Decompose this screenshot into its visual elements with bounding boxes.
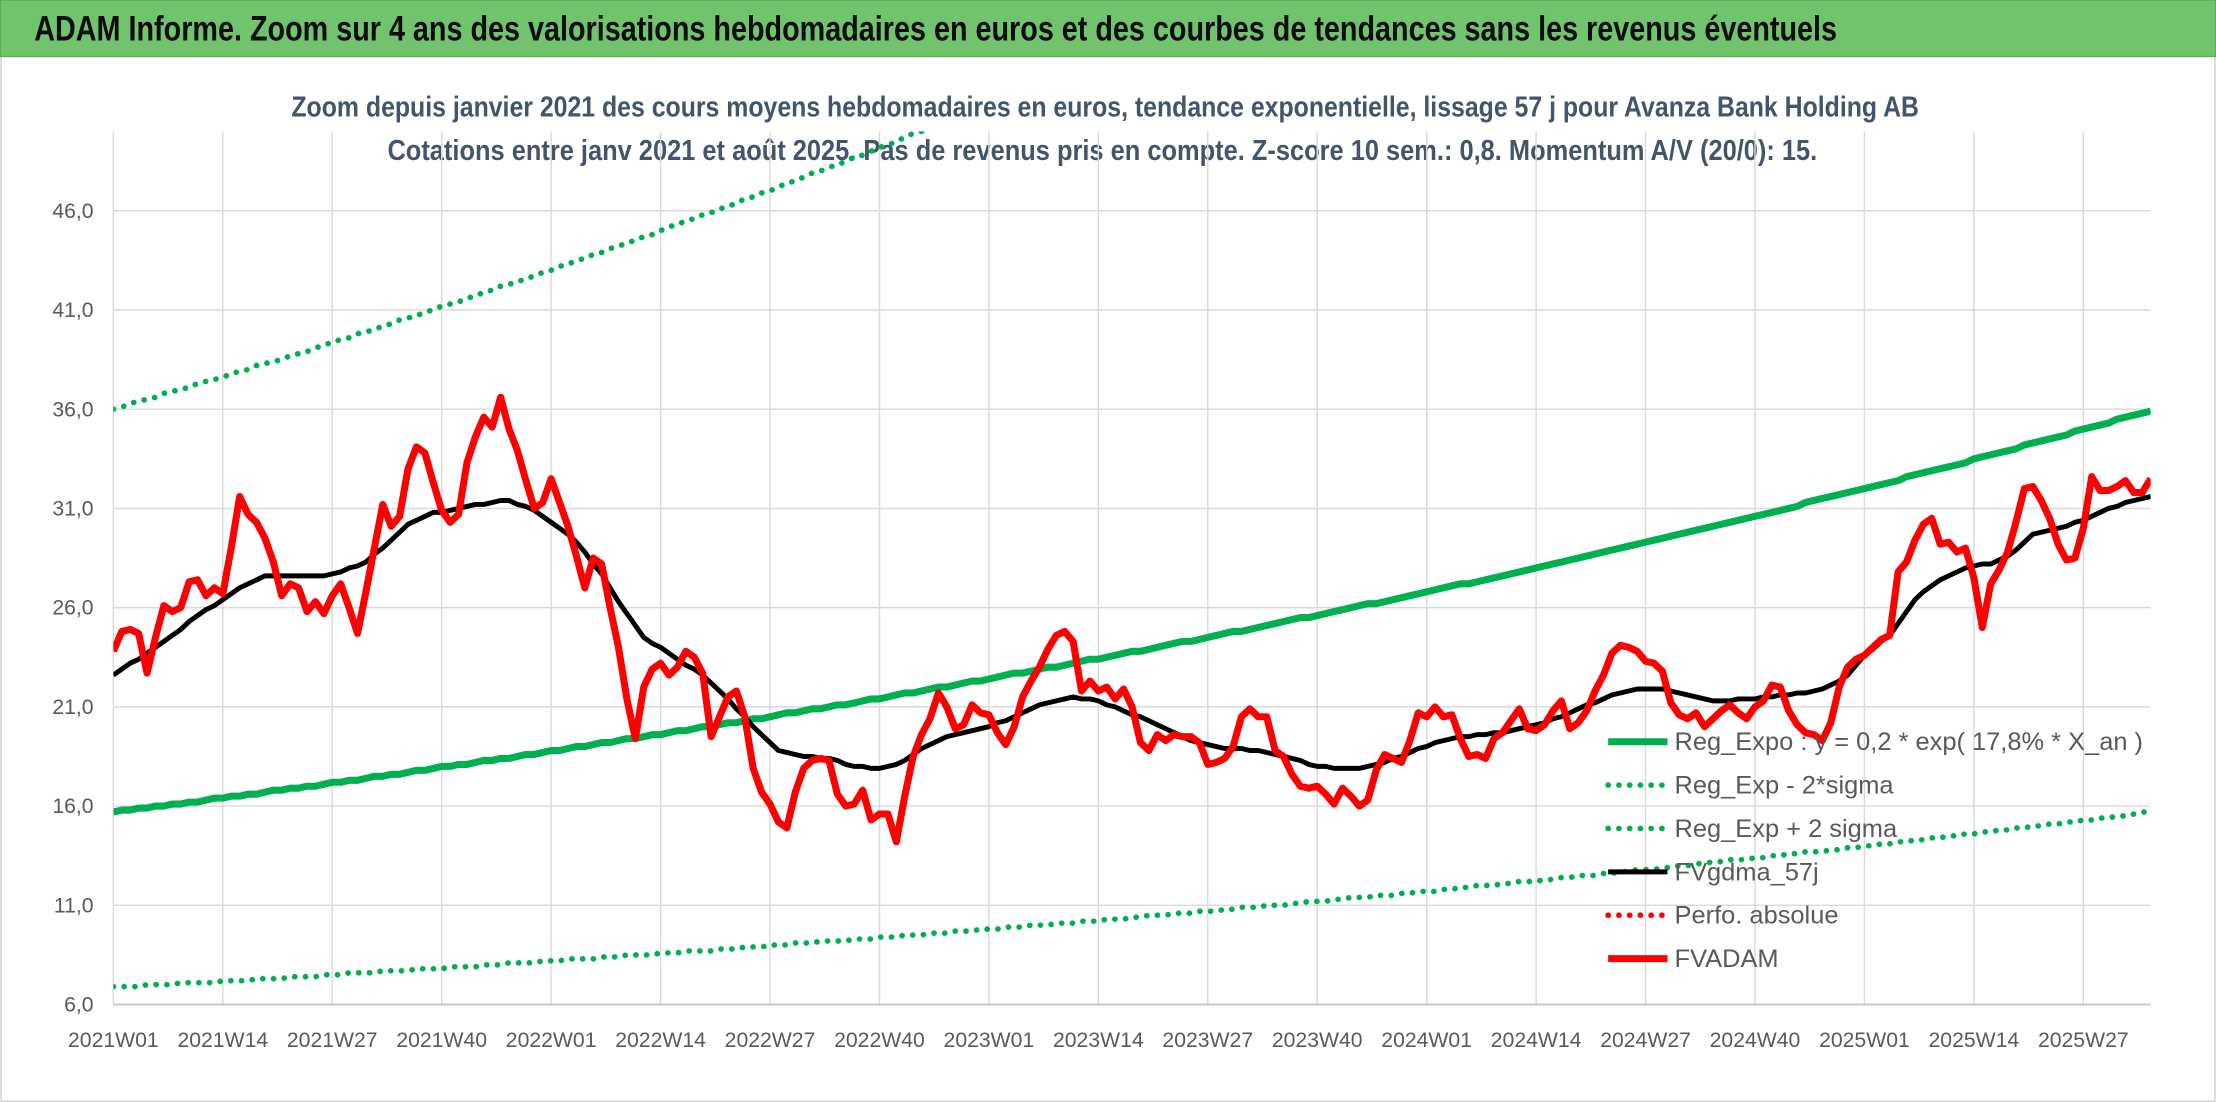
legend: Reg_Expo : y = 0,2 * exp( 17,8% * X_an )… [1605, 728, 2143, 973]
series-line [113, 393, 2151, 846]
x-tick-label: 2024W01 [1381, 1029, 1472, 1052]
legend-label: FVADAM [1675, 945, 1779, 973]
x-tick-label: 2022W14 [615, 1029, 706, 1052]
x-tick-label: 2021W40 [396, 1029, 487, 1052]
plot [113, 131, 2151, 990]
x-tick-label: 2022W40 [834, 1029, 925, 1052]
x-tick-label: 2023W01 [944, 1029, 1035, 1052]
legend-label: Reg_Exp - 2*sigma [1675, 772, 1895, 800]
legend-label: Perfo. absolue [1675, 902, 1839, 930]
x-tick-label: 2021W01 [68, 1029, 159, 1052]
x-tick-label: 2024W27 [1600, 1029, 1691, 1052]
header-bar [0, 0, 2216, 58]
grid: 6,0 11,0 16,0 21,0 26,0 31,0 36,0 41,0 46,0 2021W… [52, 131, 2151, 1052]
y-tick-label: 31,0 [52, 497, 93, 520]
y-tick-label: 46,0 [52, 200, 93, 223]
x-tick-label: 2025W27 [2038, 1029, 2129, 1052]
legend-label: Reg_Expo : y = 0,2 * exp( 17,8% * X_an ) [1675, 728, 2143, 756]
series-line [113, 809, 2151, 990]
y-tick-label: 41,0 [52, 299, 93, 322]
x-tick-label: 2023W40 [1272, 1029, 1363, 1052]
x-tick-label: 2022W01 [506, 1029, 597, 1052]
y-tick-label: 11,0 [54, 894, 94, 917]
y-tick-label: 6,0 [64, 994, 93, 1017]
x-tick-label: 2023W27 [1162, 1029, 1253, 1052]
x-tick-label: 2021W14 [177, 1029, 268, 1052]
series-line [113, 407, 2151, 816]
legend-label: FVgdma_57j [1675, 858, 1819, 886]
y-tick-label: 16,0 [52, 795, 93, 818]
y-tick-label: 21,0 [52, 696, 93, 719]
x-tick-label: 2024W40 [1710, 1029, 1801, 1052]
x-tick-label: 2023W14 [1053, 1029, 1144, 1052]
legend-label: Reg_Exp + 2 sigma [1675, 815, 1898, 843]
x-tick-label: 2021W27 [287, 1029, 378, 1052]
y-tick-label: 36,0 [52, 398, 93, 421]
x-tick-label: 2024W14 [1491, 1029, 1582, 1052]
y-tick-label: 26,0 [52, 597, 93, 620]
x-tick-label: 2022W27 [725, 1029, 816, 1052]
header-title: ADAM Informe. Zoom sur 4 ans des valoris… [34, 9, 1837, 48]
chart-title: Zoom depuis janvier 2021 des cours moyen… [291, 90, 1919, 122]
x-tick-label: 2025W01 [1819, 1029, 1910, 1052]
chart-subtitle: Cotations entre janv 2021 et août 2025. … [387, 134, 1817, 166]
x-tick-label: 2025W14 [1929, 1029, 2020, 1052]
